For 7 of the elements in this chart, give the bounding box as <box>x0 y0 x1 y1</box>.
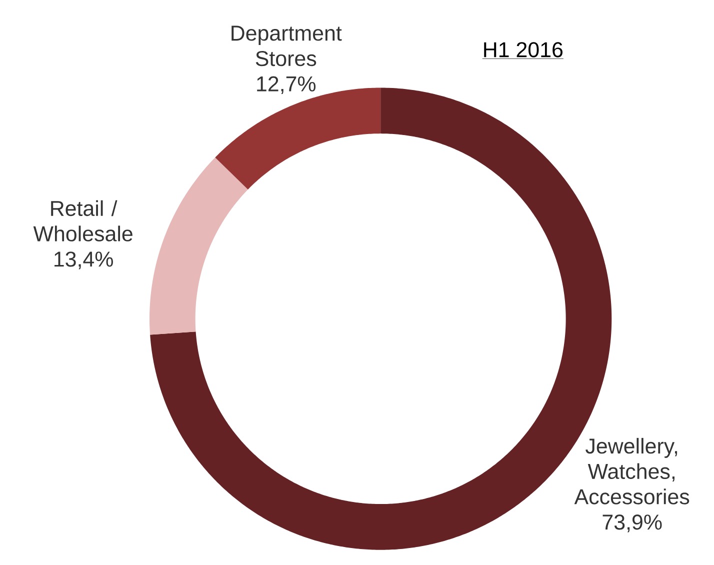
slice-label: Jewellery, Watches, Accessories <box>574 438 690 504</box>
text: H1 2016 <box>484 42 562 58</box>
slice-label: Department Stores <box>232 26 342 66</box>
data-label: 12,7% <box>257 76 316 94</box>
slice-label: Retail / Wholesale <box>33 200 132 242</box>
data-label: 73,9% <box>602 514 662 532</box>
data-label: 13,4% <box>54 251 113 270</box>
